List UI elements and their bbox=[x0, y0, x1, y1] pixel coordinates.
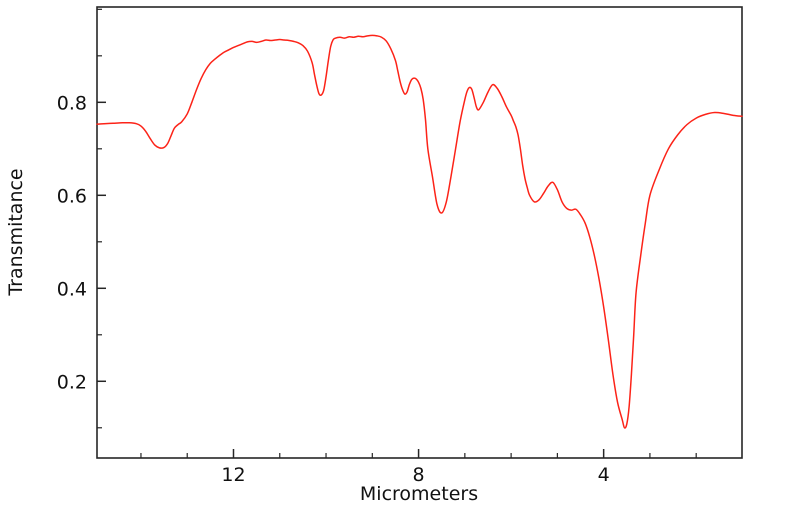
y-tick-label: 0.8 bbox=[57, 92, 87, 114]
y-axis-ticks bbox=[97, 8, 106, 429]
y-tick-label: 0.2 bbox=[57, 371, 87, 393]
x-tick-label: 4 bbox=[598, 464, 610, 486]
y-axis-tick-labels: 0.2 0.4 0.6 0.8 bbox=[57, 92, 87, 393]
x-axis-ticks bbox=[140, 449, 697, 458]
y-tick-label: 0.6 bbox=[57, 185, 87, 207]
x-tick-label: 8 bbox=[413, 464, 425, 486]
y-tick-label: 0.4 bbox=[57, 278, 87, 300]
x-tick-label: 12 bbox=[221, 464, 245, 486]
x-axis-title: Micrometers bbox=[360, 483, 478, 505]
spectrum-trace bbox=[96, 34, 743, 429]
plot-frame bbox=[96, 6, 743, 459]
y-axis-title: Transmitance bbox=[5, 168, 27, 296]
x-axis-tick-labels: 12 8 4 bbox=[221, 464, 609, 486]
